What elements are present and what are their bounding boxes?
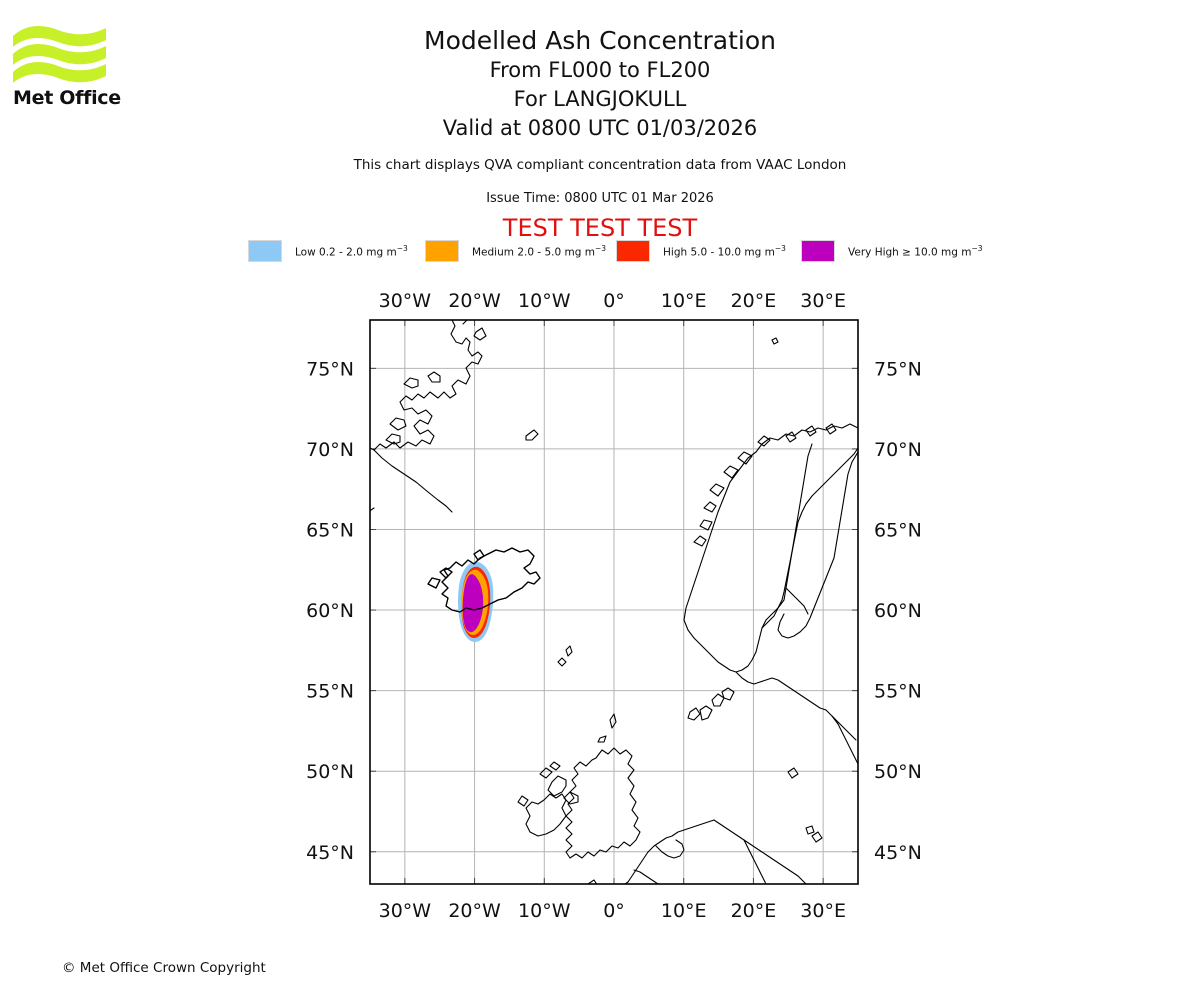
svg-text:70°N: 70°N: [874, 439, 922, 461]
svg-text:20°E: 20°E: [731, 290, 777, 312]
svg-text:20°E: 20°E: [731, 900, 777, 920]
svg-text:65°N: 65°N: [306, 519, 354, 541]
svg-text:10°W: 10°W: [518, 290, 571, 312]
legend-swatch-medium: [425, 240, 459, 262]
ash-plume-contours: [457, 561, 494, 642]
legend-item-medium: Medium 2.0 - 5.0 mg m−3: [425, 239, 606, 263]
concentration-legend: Low 0.2 - 2.0 mg m−3 Medium 2.0 - 5.0 mg…: [248, 239, 990, 263]
legend-label-low: Low 0.2 - 2.0 mg m−3: [295, 243, 408, 259]
legend-item-low: Low 0.2 - 2.0 mg m−3: [248, 239, 408, 263]
coastlines: [370, 320, 858, 884]
svg-text:30°E: 30°E: [800, 900, 846, 920]
longitude-labels-bottom: 30°W 20°W 10°W 0° 10°E 20°E 30°E: [379, 900, 846, 920]
legend-label-very-high: Very High ≥ 10.0 mg m−3: [848, 243, 983, 259]
svg-text:20°W: 20°W: [448, 900, 501, 920]
legend-swatch-very-high: [801, 240, 835, 262]
latitude-labels-left: 75°N 70°N 65°N 60°N 55°N 50°N 45°N: [306, 358, 354, 863]
legend-swatch-low: [248, 240, 282, 262]
svg-text:45°N: 45°N: [874, 842, 922, 864]
issue-time-text: Issue Time: 0800 UTC 01 Mar 2026: [486, 191, 714, 206]
svg-text:0°: 0°: [603, 290, 625, 312]
legend-label-medium: Medium 2.0 - 5.0 mg m−3: [472, 243, 607, 259]
latitude-labels-right: 75°N 70°N 65°N 60°N 55°N 50°N 45°N: [874, 358, 922, 863]
page-title: Modelled Ash Concentration From FL000 to…: [0, 26, 1200, 143]
copyright-text: © Met Office Crown Copyright: [62, 960, 266, 976]
plume-contour-very-high: [462, 574, 484, 633]
title-line-3: For LANGJOKULL: [513, 87, 687, 111]
legend-item-very-high: Very High ≥ 10.0 mg m−3: [801, 239, 983, 263]
svg-text:65°N: 65°N: [874, 519, 922, 541]
iceland-coastline-overlay: [427, 547, 541, 613]
map-gridlines: [370, 320, 858, 884]
svg-text:75°N: 75°N: [874, 358, 922, 380]
svg-text:50°N: 50°N: [306, 761, 354, 783]
svg-text:30°W: 30°W: [379, 900, 432, 920]
svg-text:50°N: 50°N: [874, 761, 922, 783]
map-plot-area: [369, 319, 859, 885]
legend-swatch-high: [616, 240, 650, 262]
qva-compliance-note: This chart displays QVA compliant concen…: [353, 157, 847, 173]
map-frame: [369, 319, 859, 885]
svg-text:30°E: 30°E: [800, 290, 846, 312]
svg-text:45°N: 45°N: [306, 842, 354, 864]
svg-text:75°N: 75°N: [306, 358, 354, 380]
title-line-4: Valid at 0800 UTC 01/03/2026: [442, 116, 758, 140]
svg-text:10°E: 10°E: [661, 900, 707, 920]
met-office-logo: Met Office: [12, 24, 132, 114]
svg-text:60°N: 60°N: [874, 600, 922, 622]
svg-text:60°N: 60°N: [306, 600, 354, 622]
longitude-labels-top: 30°W 20°W 10°W 0° 10°E 20°E 30°E: [379, 290, 846, 312]
svg-text:70°N: 70°N: [306, 439, 354, 461]
svg-text:20°W: 20°W: [448, 290, 501, 312]
svg-text:30°W: 30°W: [379, 290, 432, 312]
legend-item-high: High 5.0 - 10.0 mg m−3: [616, 239, 786, 263]
ash-concentration-map: 30°W 20°W 10°W 0° 10°E 20°E 30°E 30°W 20°W 10°W 0…: [0, 280, 1200, 920]
met-office-waves-icon: [13, 26, 106, 83]
svg-text:10°W: 10°W: [518, 900, 571, 920]
legend-label-high: High 5.0 - 10.0 mg m−3: [663, 243, 786, 259]
svg-text:10°E: 10°E: [661, 290, 707, 312]
met-office-logo-text: Met Office: [13, 87, 121, 109]
svg-text:0°: 0°: [603, 900, 625, 920]
svg-text:55°N: 55°N: [874, 681, 922, 703]
title-line-2: From FL000 to FL200: [489, 58, 711, 82]
title-line-1: Modelled Ash Concentration: [424, 26, 776, 55]
svg-text:55°N: 55°N: [306, 681, 354, 703]
test-banner: TEST TEST TEST: [502, 214, 698, 242]
